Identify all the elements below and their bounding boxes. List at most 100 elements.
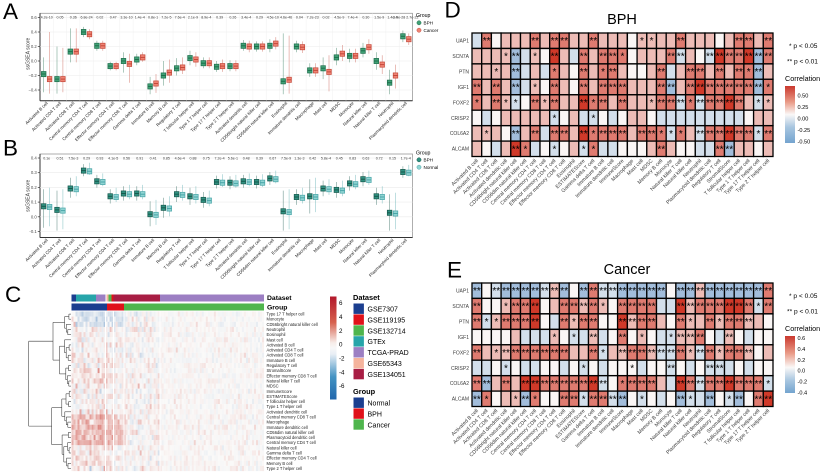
svg-text:*: * [756,129,760,140]
svg-text:ssGSEA score: ssGSEA score [26,37,32,69]
svg-text:**: ** [483,379,491,390]
svg-text:**: ** [609,83,617,94]
svg-text:Normal: Normal [368,401,391,408]
svg-text:**: ** [599,129,607,140]
svg-text:**: ** [657,348,665,359]
svg-text:**: ** [725,129,733,140]
svg-text:0.05: 0.05 [57,16,64,20]
svg-text:*: * [475,98,479,109]
svg-text:**: ** [745,83,753,94]
svg-text:*: * [591,113,595,124]
svg-text:**: ** [657,144,665,155]
svg-text:−0.2: −0.2 [28,73,37,78]
svg-text:*: * [601,348,605,359]
svg-text:**: ** [687,333,695,344]
svg-text:*: * [494,67,498,78]
svg-text:*: * [582,144,586,155]
svg-text:7.5e-9: 7.5e-9 [281,156,291,160]
svg-text:Mast cell: Mast cell [267,337,283,342]
svg-text:**: ** [512,348,520,359]
svg-text:Group: Group [267,305,287,312]
svg-text:*: * [591,144,595,155]
svg-text:BPH: BPH [607,12,637,28]
svg-text:0.00: 0.00 [798,117,809,123]
svg-text:**: ** [473,394,481,405]
svg-text:**: ** [735,394,743,405]
svg-text:*: * [640,333,644,344]
svg-text:**: ** [599,394,607,405]
svg-text:**: ** [628,317,636,328]
svg-text:Type 1 T helper cell: Type 1 T helper cell [267,404,303,409]
svg-text:**: ** [638,348,646,359]
svg-text:*: * [553,113,557,124]
svg-text:*: * [523,144,527,155]
svg-text:ALCAM: ALCAM [452,397,469,403]
svg-text:0.8e-1: 0.8e-1 [148,16,158,20]
svg-text:**: ** [696,333,704,344]
svg-text:*: * [689,98,693,109]
svg-text:Natural killer T cell: Natural killer T cell [267,379,301,384]
svg-text:ALCAM: ALCAM [452,147,469,153]
svg-text:*: * [718,348,722,359]
svg-text:Immature dendritic cell: Immature dendritic cell [267,425,308,430]
svg-text:**: ** [745,379,753,390]
svg-text:CRISP2: CRISP2 [451,116,469,122]
svg-text:**: ** [657,67,665,78]
svg-text:0.0: 0.0 [31,59,38,64]
svg-text:GSE65343: GSE65343 [368,361,402,368]
svg-text:**: ** [638,317,646,328]
svg-text:1.4e-4: 1.4e-4 [387,16,397,20]
svg-text:**: ** [580,98,588,109]
svg-text:0.41: 0.41 [150,156,157,160]
svg-text:2.1e-9: 2.1e-9 [188,16,198,20]
svg-text:**: ** [599,286,607,297]
svg-text:**: ** [716,129,724,140]
svg-text:Correlation: Correlation [785,74,820,83]
svg-text:**: ** [628,286,636,297]
svg-text:0.45: 0.45 [336,156,343,160]
svg-text:**: ** [745,348,753,359]
svg-text:7.2e-5: 7.2e-5 [161,16,171,20]
svg-text:0.85: 0.85 [163,156,170,160]
svg-text:**: ** [512,144,520,155]
svg-text:4.2e-10: 4.2e-10 [41,16,53,20]
svg-text:**: ** [560,286,568,297]
svg-text:**: ** [580,67,588,78]
svg-text:**: ** [522,317,530,328]
svg-text:*: * [504,302,508,313]
svg-text:**: ** [677,333,685,344]
svg-text:**: ** [599,98,607,109]
svg-text:*: * [679,129,683,140]
svg-text:**: ** [580,302,588,313]
svg-text:**: ** [590,333,598,344]
svg-text:6.8e-24: 6.8e-24 [80,16,92,20]
svg-text:**: ** [580,129,588,140]
svg-text:**: ** [599,52,607,63]
svg-text:*: * [689,317,693,328]
svg-text:*: * [504,363,508,374]
svg-text:**: ** [570,379,578,390]
svg-text:*: * [533,83,537,94]
svg-text:Group: Group [416,13,431,19]
svg-text:**: ** [609,286,617,297]
svg-text:*: * [756,98,760,109]
svg-text:4.5e-10: 4.5e-10 [267,16,279,20]
svg-text:** p < 0.01: ** p < 0.01 [787,309,818,316]
svg-text:Central memory CD8 T cell: Central memory CD8 T cell [267,415,316,420]
svg-text:**: ** [590,394,598,405]
svg-text:0.67: 0.67 [269,156,276,160]
svg-text:**: ** [560,348,568,359]
svg-text:**: ** [473,317,481,328]
svg-text:Type 17 T helper cell: Type 17 T helper cell [267,312,305,317]
svg-text:0.83: 0.83 [349,156,356,160]
svg-text:BPH: BPH [368,411,382,418]
svg-text:Type 2 T helper cell: Type 2 T helper cell [267,466,303,471]
svg-text:**: ** [609,67,617,78]
svg-text:7.5e-3: 7.5e-3 [68,156,78,160]
svg-text:**: ** [696,98,704,109]
svg-text:0.72: 0.72 [376,156,383,160]
svg-text:**: ** [570,302,578,313]
svg-text:*: * [640,36,644,47]
svg-text:-6: -6 [339,383,345,390]
svg-text:ssGSEA score: ssGSEA score [26,179,32,211]
